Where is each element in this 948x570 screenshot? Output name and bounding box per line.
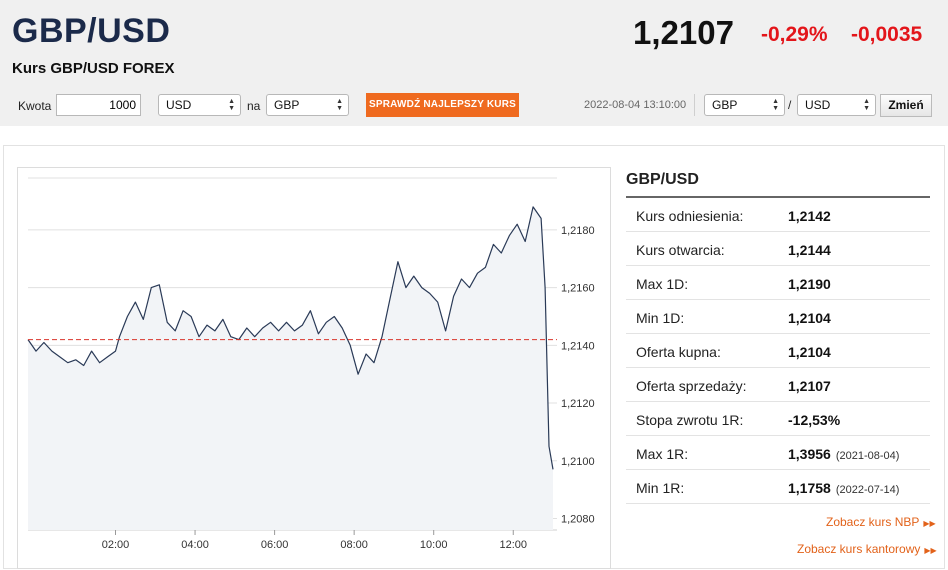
price-chart: 1,2180 1,2160 1,2140 1,2120 1,2100 1,2080 02:0… bbox=[17, 167, 611, 569]
stat-value: 1,2104 bbox=[788, 344, 831, 360]
stat-row-min-1d: Min 1D: 1,2104 bbox=[626, 300, 930, 334]
pair-separator: / bbox=[788, 98, 792, 112]
stat-number: 1,2144 bbox=[788, 242, 831, 258]
stat-value: -12,53% bbox=[788, 412, 840, 428]
to-currency-select[interactable]: GBP ▲ ▼ bbox=[266, 94, 349, 116]
stat-value: 1,2142 bbox=[788, 208, 831, 224]
y-tick-label: 1,2160 bbox=[561, 283, 595, 295]
stat-number: -12,53% bbox=[788, 412, 841, 428]
stat-number: 1,2104 bbox=[788, 310, 831, 326]
x-tick-label: 10:00 bbox=[420, 539, 448, 551]
exchange-rate-link[interactable]: Zobacz kurs kantorowy ▶▶ bbox=[797, 542, 937, 556]
amount-label: Kwota bbox=[18, 99, 52, 113]
x-tick-label: 04:00 bbox=[181, 539, 209, 551]
quote-subtitle: Kurs GBP/USD FOREX bbox=[12, 60, 175, 77]
stat-value: 1,2144 bbox=[788, 242, 831, 258]
pair-quote-select[interactable]: USD ▲ ▼ bbox=[797, 94, 876, 116]
y-tick-label: 1,2080 bbox=[561, 513, 595, 525]
stat-label: Min 1D: bbox=[636, 310, 685, 326]
stat-number: 1,2142 bbox=[788, 208, 831, 224]
stat-label: Kurs odniesienia: bbox=[636, 208, 744, 224]
from-currency-select[interactable]: USD ▲ ▼ bbox=[158, 94, 241, 116]
stat-row-reference: Kurs odniesienia: 1,2142 bbox=[626, 198, 930, 232]
price-area bbox=[28, 206, 553, 530]
change-absolute: -0,0035 bbox=[851, 23, 923, 46]
stat-row-min-1y: Min 1R: 1,1758 (2022-07-14) bbox=[626, 470, 930, 504]
stats-title: GBP/USD bbox=[626, 171, 699, 188]
x-tick-label: 12:00 bbox=[499, 539, 527, 551]
stat-value: 1,2190 bbox=[788, 276, 831, 292]
nbp-rate-link[interactable]: Zobacz kurs NBP ▶▶ bbox=[826, 515, 936, 529]
current-price: 1,2107 bbox=[633, 14, 734, 51]
to-currency-value: GBP bbox=[274, 98, 300, 112]
x-tick-label: 02:00 bbox=[102, 539, 130, 551]
link-text: Zobacz kurs kantorowy bbox=[797, 542, 921, 556]
pair-title: GBP/USD bbox=[12, 12, 171, 50]
stat-number: 1,3956 bbox=[788, 446, 831, 462]
y-tick-label: 1,2100 bbox=[561, 456, 595, 468]
stat-label: Oferta sprzedaży: bbox=[636, 378, 747, 394]
best-rate-button[interactable]: SPRAWDŹ NAJLEPSZY KURS bbox=[366, 93, 519, 117]
stat-number: 1,2190 bbox=[788, 276, 831, 292]
stats-divider bbox=[626, 196, 930, 198]
from-currency-value: USD bbox=[166, 98, 192, 112]
stat-date: (2021-08-04) bbox=[835, 450, 900, 462]
quote-header: GBP/USD Kurs GBP/USD FOREX 1,2107 -0,29%… bbox=[0, 0, 948, 126]
change-percent: -0,29% bbox=[761, 23, 828, 46]
y-tick-label: 1,2120 bbox=[561, 398, 595, 410]
stat-row-bid: Oferta kupna: 1,2104 bbox=[626, 334, 930, 368]
pair-base-select[interactable]: GBP ▲ ▼ bbox=[704, 94, 785, 116]
stat-row-return-1y: Stopa zwrotu 1R: -12,53% bbox=[626, 402, 930, 436]
to-label: na bbox=[247, 99, 261, 113]
y-tick-label: 1,2140 bbox=[561, 340, 595, 352]
select-arrows-icon: ▲ ▼ bbox=[772, 98, 779, 112]
stat-row-max-1y: Max 1R: 1,3956 (2021-08-04) bbox=[626, 436, 930, 470]
change-pair-button[interactable]: Zmień bbox=[880, 94, 932, 117]
amount-input[interactable] bbox=[56, 94, 141, 116]
stat-value: 1,3956 (2021-08-04) bbox=[788, 446, 899, 462]
stat-label: Kurs otwarcia: bbox=[636, 242, 725, 258]
select-arrows-icon: ▲ ▼ bbox=[336, 98, 343, 112]
x-tick-label: 06:00 bbox=[261, 539, 289, 551]
stat-label: Max 1R: bbox=[636, 446, 689, 462]
stat-value: 1,2104 bbox=[788, 310, 831, 326]
stat-value: 1,2107 bbox=[788, 378, 831, 394]
stat-date: (2022-07-14) bbox=[835, 484, 900, 496]
stat-label: Stopa zwrotu 1R: bbox=[636, 412, 744, 428]
chart-svg: 1,2180 1,2160 1,2140 1,2120 1,2100 1,2080 02:0… bbox=[27, 177, 595, 551]
link-text: Zobacz kurs NBP bbox=[826, 515, 920, 529]
select-arrows-icon: ▲ ▼ bbox=[863, 98, 870, 112]
pair-base-value: GBP bbox=[712, 98, 738, 112]
stat-value: 1,1758 (2022-07-14) bbox=[788, 480, 899, 496]
y-tick-label: 1,2180 bbox=[561, 225, 595, 237]
select-arrows-icon: ▲ ▼ bbox=[228, 98, 235, 112]
stat-row-max-1d: Max 1D: 1,2190 bbox=[626, 266, 930, 300]
stat-number: 1,2107 bbox=[788, 378, 831, 394]
stat-row-open: Kurs otwarcia: 1,2144 bbox=[626, 232, 930, 266]
divider bbox=[694, 94, 695, 116]
pair-quote-value: USD bbox=[805, 98, 831, 112]
price-line bbox=[27, 206, 554, 470]
double-arrow-icon: ▶▶ bbox=[923, 519, 936, 528]
stat-label: Min 1R: bbox=[636, 480, 685, 496]
stat-number: 1,1758 bbox=[788, 480, 831, 496]
x-tick-label: 08:00 bbox=[340, 539, 368, 551]
quote-timestamp: 2022-08-04 13:10:00 bbox=[584, 99, 687, 111]
double-arrow-icon: ▶▶ bbox=[924, 546, 937, 555]
stat-number: 1,2104 bbox=[788, 344, 831, 360]
stat-label: Oferta kupna: bbox=[636, 344, 721, 360]
stat-row-ask: Oferta sprzedaży: 1,2107 bbox=[626, 368, 930, 402]
stat-label: Max 1D: bbox=[636, 276, 689, 292]
